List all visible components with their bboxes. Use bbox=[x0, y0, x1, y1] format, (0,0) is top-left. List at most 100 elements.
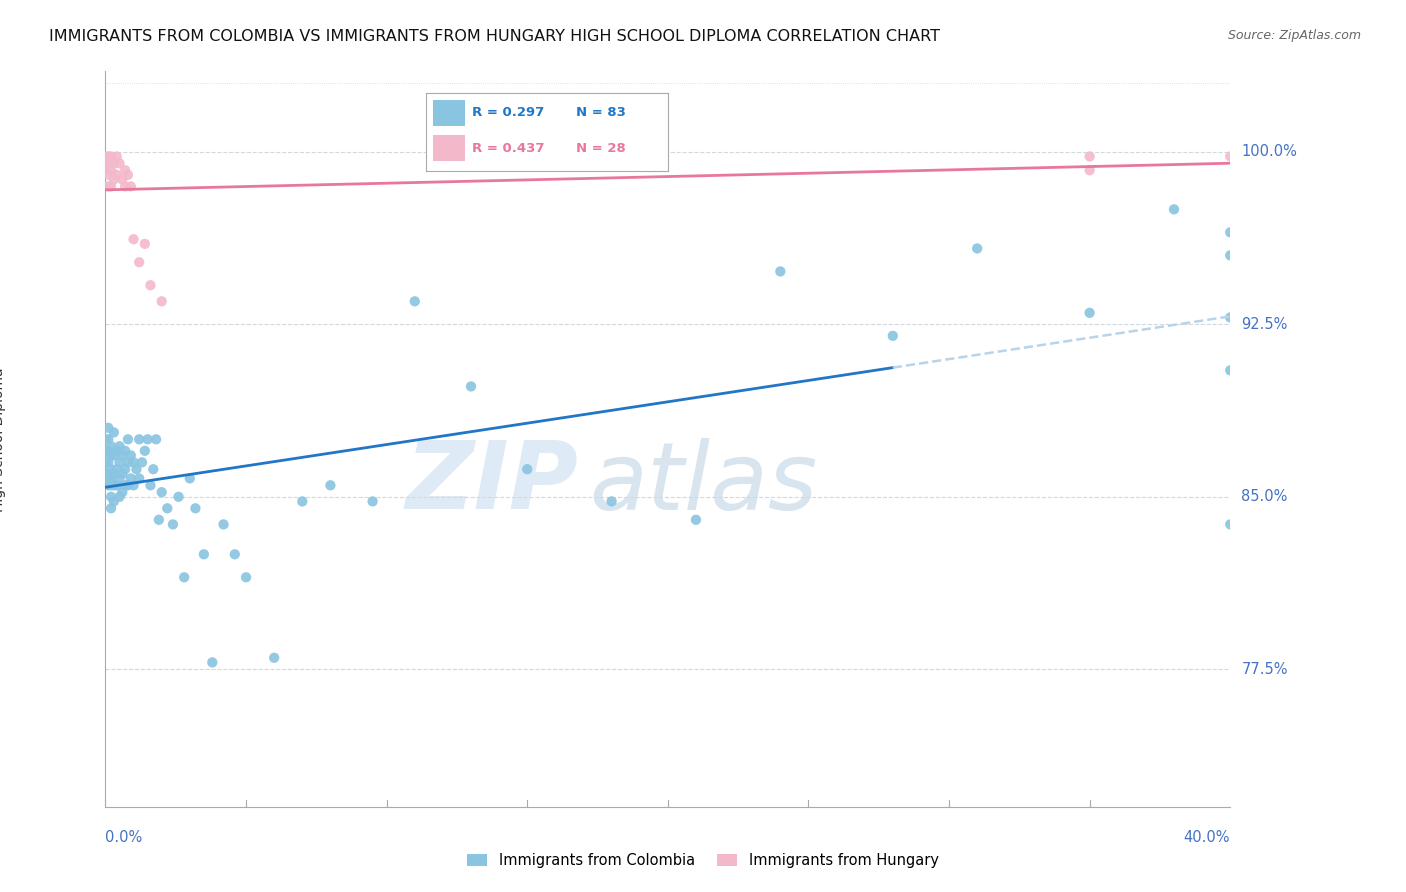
Point bbox=[94, 149, 117, 163]
Point bbox=[162, 517, 184, 532]
Point bbox=[1219, 363, 1241, 377]
Point bbox=[103, 449, 125, 463]
Point bbox=[1163, 202, 1185, 217]
Point bbox=[100, 163, 122, 178]
Point bbox=[97, 471, 120, 485]
Point bbox=[179, 471, 201, 485]
Point bbox=[1078, 149, 1101, 163]
Point bbox=[94, 432, 117, 446]
Text: 92.5%: 92.5% bbox=[1241, 317, 1288, 332]
Point bbox=[100, 462, 122, 476]
Point bbox=[108, 156, 131, 170]
Point bbox=[184, 501, 207, 516]
Point bbox=[1219, 248, 1241, 262]
Point bbox=[108, 455, 131, 469]
Point bbox=[97, 149, 120, 163]
Point bbox=[114, 478, 136, 492]
Point bbox=[150, 294, 173, 309]
Text: 40.0%: 40.0% bbox=[1184, 830, 1230, 846]
Point bbox=[139, 278, 162, 293]
Point bbox=[117, 432, 139, 446]
Point bbox=[94, 156, 117, 170]
Point bbox=[111, 172, 134, 186]
Point bbox=[114, 443, 136, 458]
Legend: Immigrants from Colombia, Immigrants from Hungary: Immigrants from Colombia, Immigrants fro… bbox=[461, 847, 945, 874]
Point bbox=[94, 443, 117, 458]
Point bbox=[142, 462, 165, 476]
Point bbox=[1219, 225, 1241, 239]
Point bbox=[882, 328, 904, 343]
Point bbox=[1219, 517, 1241, 532]
Point bbox=[111, 485, 134, 500]
Point bbox=[97, 443, 120, 458]
Point bbox=[685, 513, 707, 527]
Point bbox=[97, 168, 120, 182]
Point bbox=[224, 547, 246, 561]
Point bbox=[1078, 306, 1101, 320]
Point bbox=[361, 494, 384, 508]
Point bbox=[120, 179, 142, 194]
Point bbox=[1219, 149, 1241, 163]
Point bbox=[212, 517, 235, 532]
Point bbox=[134, 443, 156, 458]
Text: High School Diploma: High School Diploma bbox=[0, 367, 6, 512]
Point bbox=[97, 179, 120, 194]
Point bbox=[128, 255, 150, 269]
Point bbox=[105, 478, 128, 492]
Point bbox=[100, 478, 122, 492]
Point bbox=[100, 490, 122, 504]
Point bbox=[114, 163, 136, 178]
Point bbox=[134, 236, 156, 251]
Point bbox=[201, 656, 224, 670]
Point bbox=[103, 172, 125, 186]
Point bbox=[128, 432, 150, 446]
Text: atlas: atlas bbox=[589, 438, 817, 529]
Point bbox=[122, 232, 145, 246]
Point bbox=[120, 449, 142, 463]
Point bbox=[128, 471, 150, 485]
Point bbox=[600, 494, 623, 508]
Point bbox=[139, 478, 162, 492]
Point bbox=[94, 455, 117, 469]
Point bbox=[97, 432, 120, 446]
Point bbox=[108, 471, 131, 485]
Point bbox=[103, 425, 125, 440]
Point bbox=[108, 439, 131, 453]
Point bbox=[125, 462, 148, 476]
Point bbox=[516, 462, 538, 476]
Point bbox=[193, 547, 215, 561]
Point bbox=[136, 432, 159, 446]
Point bbox=[966, 242, 988, 256]
Point bbox=[148, 513, 170, 527]
Point bbox=[111, 449, 134, 463]
Point bbox=[100, 449, 122, 463]
Point bbox=[100, 149, 122, 163]
Point bbox=[103, 478, 125, 492]
Point bbox=[167, 490, 190, 504]
Point bbox=[111, 467, 134, 481]
Point bbox=[103, 467, 125, 481]
Point bbox=[100, 471, 122, 485]
Point bbox=[122, 455, 145, 469]
Point bbox=[97, 455, 120, 469]
Point bbox=[94, 163, 117, 178]
Text: 0.0%: 0.0% bbox=[105, 830, 142, 846]
Point bbox=[117, 478, 139, 492]
Point bbox=[122, 478, 145, 492]
Point bbox=[120, 471, 142, 485]
Point bbox=[97, 156, 120, 170]
Point bbox=[100, 439, 122, 453]
Point bbox=[319, 478, 342, 492]
Point bbox=[97, 421, 120, 435]
Point bbox=[105, 443, 128, 458]
Point bbox=[114, 179, 136, 194]
Text: Source: ZipAtlas.com: Source: ZipAtlas.com bbox=[1227, 29, 1361, 42]
Point bbox=[117, 455, 139, 469]
Point bbox=[105, 462, 128, 476]
Text: 77.5%: 77.5% bbox=[1241, 662, 1288, 677]
Point bbox=[97, 467, 120, 481]
Point bbox=[103, 156, 125, 170]
Point bbox=[156, 501, 179, 516]
Point bbox=[291, 494, 314, 508]
Text: ZIP: ZIP bbox=[405, 437, 578, 530]
